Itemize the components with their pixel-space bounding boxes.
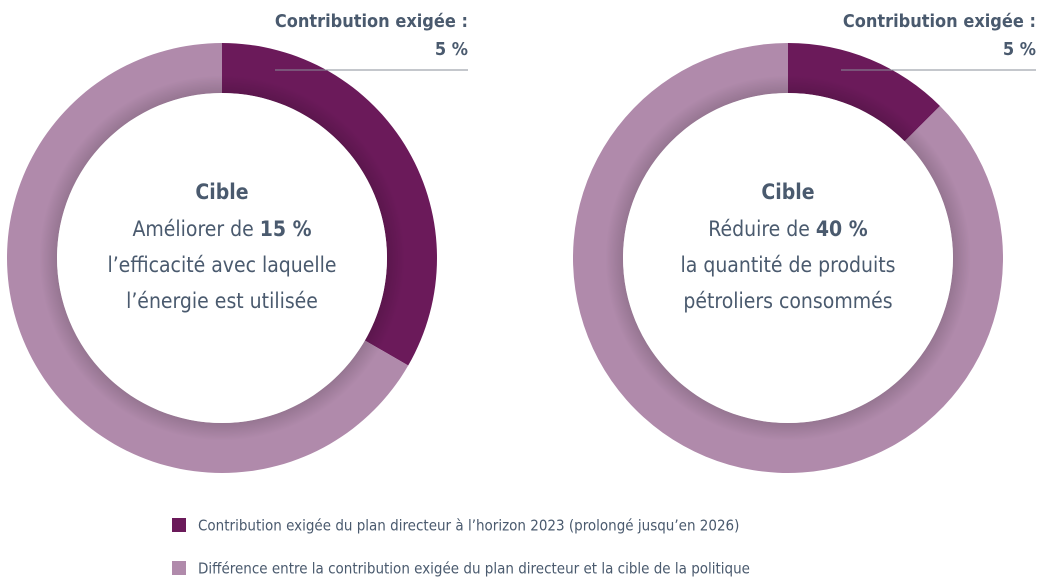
target-verb: Améliorer de — [132, 217, 253, 241]
legend-label: Différence entre la contribution exigée … — [198, 560, 750, 578]
center-target: Améliorer de 15 % — [132, 217, 311, 241]
center-target: Réduire de 40 % — [708, 217, 867, 241]
donut-hole — [623, 93, 953, 423]
target-value: 15 % — [260, 217, 312, 241]
center-line: l’efficacité avec laquelle — [107, 253, 336, 277]
legend-label: Contribution exigée du plan directeur à … — [198, 517, 739, 535]
annotation-value: 5 % — [435, 39, 468, 60]
center-line: pétroliers consommés — [683, 289, 892, 313]
legend-swatch — [172, 518, 186, 532]
target-value: 40 % — [816, 217, 868, 241]
center-title: Cible — [761, 180, 814, 204]
target-verb: Réduire de — [708, 217, 810, 241]
center-line: l’énergie est utilisée — [126, 289, 318, 313]
legend-swatch — [172, 561, 186, 575]
annotation-value: 5 % — [1003, 39, 1036, 60]
annotation: Contribution exigée : — [843, 11, 1036, 32]
annotation: Contribution exigée : — [275, 11, 468, 32]
center-line: la quantité de produits — [681, 253, 896, 277]
center-title: Cible — [195, 180, 248, 204]
donut-hole — [57, 93, 387, 423]
